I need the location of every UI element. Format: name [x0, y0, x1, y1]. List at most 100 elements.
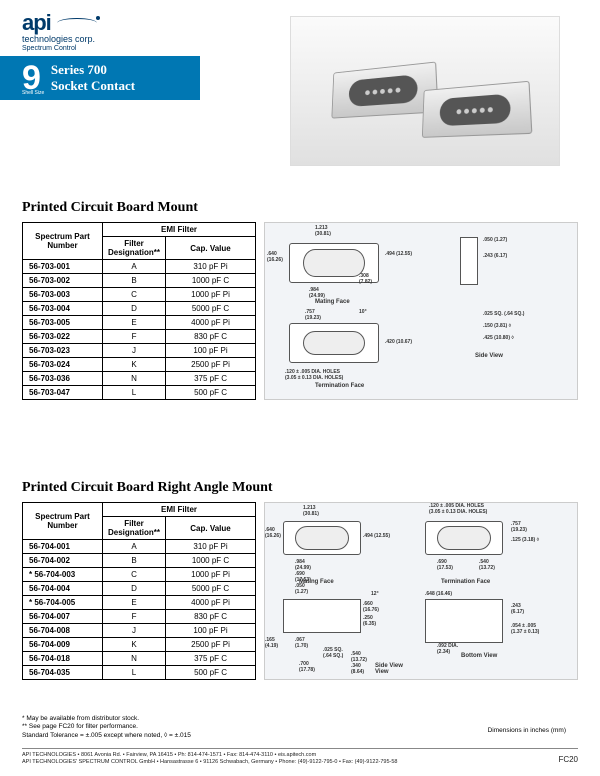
cell-cap: 310 pF Pi	[166, 540, 256, 554]
cell-cap: 4000 pF Pi	[166, 316, 256, 330]
cell-pn: 56-704-018	[23, 652, 103, 666]
table-row: 56-704-007F830 pF C	[23, 610, 256, 624]
cell-des: F	[103, 330, 166, 344]
cell-des: E	[103, 596, 166, 610]
cell-des: D	[103, 302, 166, 316]
table-row: 56-704-035L500 pF C	[23, 666, 256, 680]
cell-pn: 56-704-002	[23, 554, 103, 568]
cell-des: E	[103, 316, 166, 330]
cell-pn: 56-703-036	[23, 372, 103, 386]
diagram-pcb-right-angle: 1.213(30.81) .640(16.26) .494 (12.55) .9…	[264, 502, 578, 680]
cell-cap: 100 pF Pi	[166, 344, 256, 358]
spec-table-1: Spectrum Part Number EMI Filter Filter D…	[22, 222, 256, 400]
cell-cap: 5000 pF C	[166, 302, 256, 316]
th-part-number: Spectrum Part Number	[23, 503, 103, 540]
footnote-3: Standard Tolerance = ±.005 except where …	[22, 732, 191, 740]
diagram-pcb-mount: 1.213(30.81) .640(16.26) .984(24.99) .49…	[264, 222, 578, 400]
cell-cap: 375 pF C	[166, 652, 256, 666]
title-block: 9 Shell Size Series 700 Socket Contact	[0, 56, 200, 100]
table-row: 56-703-004D5000 pF C	[23, 302, 256, 316]
cell-des: L	[103, 666, 166, 680]
cell-pn: 56-703-047	[23, 386, 103, 400]
cell-des: B	[103, 554, 166, 568]
footnotes: * May be available from distributor stoc…	[22, 715, 191, 740]
page-number: FC20	[558, 755, 578, 764]
table-row: 56-703-047L500 pF C	[23, 386, 256, 400]
table-row: 56-704-002B1000 pF C	[23, 554, 256, 568]
table-row: * 56-704-005E4000 pF Pi	[23, 596, 256, 610]
cell-pn: 56-704-009	[23, 638, 103, 652]
table-row: 56-704-001A310 pF Pi	[23, 540, 256, 554]
th-cap: Cap. Value	[166, 517, 256, 540]
cell-cap: 500 pF C	[166, 386, 256, 400]
table-row: 56-703-002B1000 pF C	[23, 274, 256, 288]
cell-des: J	[103, 344, 166, 358]
cell-cap: 1000 pF Pi	[166, 568, 256, 582]
cell-des: K	[103, 358, 166, 372]
section-pcb-mount: Printed Circuit Board Mount Spectrum Par…	[22, 200, 578, 400]
cell-cap: 2500 pF Pi	[166, 638, 256, 652]
cell-des: C	[103, 568, 166, 582]
logo-brand: api	[22, 10, 51, 35]
table-row: 56-703-023J100 pF Pi	[23, 344, 256, 358]
cell-cap: 100 pF Pi	[166, 624, 256, 638]
table-row: 56-703-022F830 pF C	[23, 330, 256, 344]
title-line2: Socket Contact	[51, 78, 135, 94]
product-photo	[290, 16, 560, 166]
logo-area: api technologies corp. Spectrum Control	[22, 10, 97, 52]
cell-des: A	[103, 260, 166, 274]
cell-des: C	[103, 288, 166, 302]
footer-line1: API TECHNOLOGIES • 8061 Avonia Rd. • Fai…	[22, 752, 578, 759]
th-emi: EMI Filter	[103, 503, 256, 517]
cell-pn: 56-704-008	[23, 624, 103, 638]
table-row: 56-704-008J100 pF Pi	[23, 624, 256, 638]
cell-pn: 56-703-001	[23, 260, 103, 274]
th-filter-des: Filter Designation**	[103, 517, 166, 540]
cell-cap: 1000 pF Pi	[166, 288, 256, 302]
cell-pn: * 56-704-005	[23, 596, 103, 610]
section-title: Printed Circuit Board Right Angle Mount	[22, 480, 578, 496]
cell-pn: 56-703-024	[23, 358, 103, 372]
table-row: 56-703-036N375 pF C	[23, 372, 256, 386]
cell-cap: 500 pF C	[166, 666, 256, 680]
cell-cap: 2500 pF Pi	[166, 358, 256, 372]
cell-pn: 56-704-004	[23, 582, 103, 596]
cell-pn: 56-703-003	[23, 288, 103, 302]
shell-size-label: Shell Size	[22, 90, 44, 96]
cell-pn: 56-703-002	[23, 274, 103, 288]
spec-table-2: Spectrum Part Number EMI Filter Filter D…	[22, 502, 256, 680]
footnote-1: * May be available from distributor stoc…	[22, 715, 191, 723]
connector-icon	[422, 81, 533, 138]
cell-cap: 830 pF C	[166, 330, 256, 344]
dimensions-note: Dimensions in inches (mm)	[488, 727, 566, 734]
logo-swoosh-icon	[57, 18, 97, 28]
cell-pn: 56-703-023	[23, 344, 103, 358]
cell-cap: 5000 pF C	[166, 582, 256, 596]
cell-cap: 4000 pF Pi	[166, 596, 256, 610]
cell-pn: * 56-704-003	[23, 568, 103, 582]
cell-pn: 56-704-001	[23, 540, 103, 554]
cell-des: B	[103, 274, 166, 288]
table-row: 56-703-003C1000 pF Pi	[23, 288, 256, 302]
cell-pn: 56-703-004	[23, 302, 103, 316]
cell-cap: 1000 pF C	[166, 554, 256, 568]
table-row: 56-704-009K2500 pF Pi	[23, 638, 256, 652]
cell-des: K	[103, 638, 166, 652]
logo-division: Spectrum Control	[22, 45, 97, 52]
title-line1: Series 700	[51, 62, 135, 78]
footer-line2: API TECHNOLOGIES' SPECTRUM CONTROL GmbH …	[22, 759, 578, 766]
cell-pn: 56-704-035	[23, 666, 103, 680]
cell-des: N	[103, 372, 166, 386]
cell-des: J	[103, 624, 166, 638]
cell-cap: 375 pF C	[166, 372, 256, 386]
th-filter-des: Filter Designation**	[103, 237, 166, 260]
cell-pn: 56-703-022	[23, 330, 103, 344]
table-row: 56-704-004D5000 pF C	[23, 582, 256, 596]
logo-subtitle: technologies corp.	[22, 34, 97, 44]
cell-pn: 56-703-005	[23, 316, 103, 330]
cell-cap: 830 pF C	[166, 610, 256, 624]
th-cap: Cap. Value	[166, 237, 256, 260]
th-part-number: Spectrum Part Number	[23, 223, 103, 260]
cell-cap: 310 pF Pi	[166, 260, 256, 274]
page-footer: API TECHNOLOGIES • 8061 Avonia Rd. • Fai…	[22, 748, 578, 766]
